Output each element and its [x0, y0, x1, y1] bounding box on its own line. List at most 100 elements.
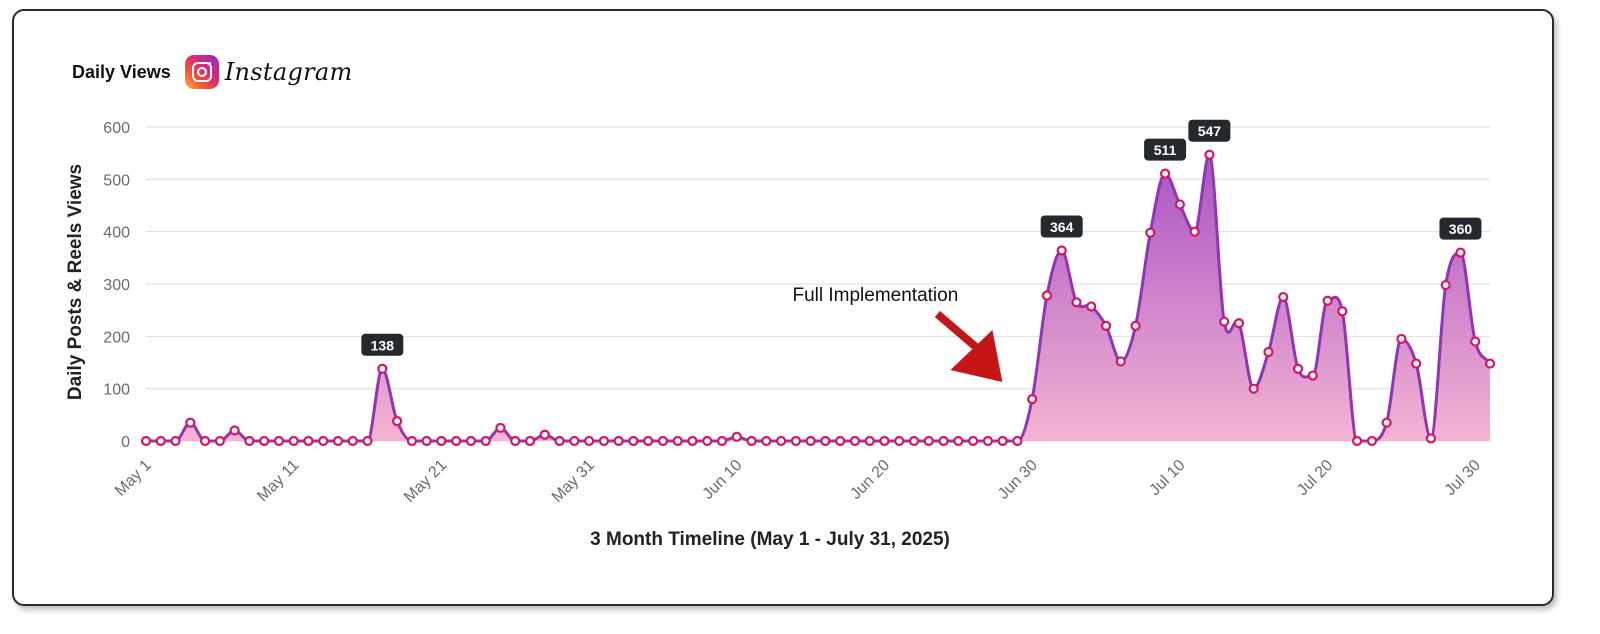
data-point: [524, 435, 536, 447]
data-point: [1440, 279, 1451, 291]
x-tick-label: Jul 20: [1294, 457, 1336, 499]
data-point: [613, 435, 624, 447]
data-point: [1470, 336, 1481, 347]
data-point: [1411, 358, 1422, 369]
data-point: [288, 435, 299, 447]
data-point: [1425, 433, 1437, 444]
x-tick-label: Jul 30: [1442, 457, 1484, 499]
data-point: [347, 435, 358, 447]
data-point: [273, 435, 285, 447]
y-axis-title: Daily Posts & Reels Views: [65, 164, 86, 400]
x-axis-title: 3 Month Timeline (May 1 - July 31, 2025): [590, 529, 950, 550]
data-point: [391, 416, 403, 427]
data-point: [1027, 394, 1038, 405]
data-point: [1484, 358, 1496, 369]
data-point: [908, 435, 920, 447]
y-tick-label: 600: [103, 120, 130, 137]
data-point: [716, 435, 728, 447]
data-point: [746, 435, 757, 447]
implementation-arrow-head: [950, 330, 1003, 382]
y-tick-label: 0: [121, 434, 130, 451]
data-point: [480, 435, 491, 447]
data-point: [1248, 383, 1259, 394]
views-area-fill: [146, 154, 1490, 441]
instagram-icon: [184, 55, 219, 89]
data-point: [1130, 320, 1141, 331]
data-point: [199, 435, 211, 447]
callout-box: [1188, 119, 1231, 142]
data-point: [687, 435, 698, 447]
data-point: [421, 435, 432, 447]
data-point: [244, 435, 255, 447]
data-point: [583, 435, 595, 447]
data-point: [835, 435, 846, 447]
data-point: [731, 431, 742, 442]
data-point: [598, 435, 609, 447]
full-implementation-label: Full Implementation: [792, 285, 958, 306]
data-point: [155, 435, 166, 447]
data-point: [1366, 435, 1377, 447]
data-point: [140, 435, 152, 447]
data-point: [849, 435, 861, 447]
data-point: [997, 435, 1008, 447]
data-point: [805, 435, 816, 447]
data-point: [672, 435, 683, 447]
data-point: [1381, 417, 1392, 428]
y-tick-label: 100: [103, 382, 130, 399]
data-point: [967, 435, 979, 447]
data-point: [1071, 297, 1082, 308]
data-point: [628, 435, 639, 447]
callout-label: 511: [1154, 142, 1177, 158]
data-point: [377, 363, 388, 374]
data-point: [1174, 199, 1185, 210]
chart-header: Daily Views Instagram: [72, 52, 353, 92]
data-point: [923, 435, 934, 447]
data-point: [1189, 226, 1200, 237]
data-point: [657, 435, 669, 447]
data-point: [465, 435, 477, 447]
y-tick-label: 400: [103, 225, 130, 242]
callout-box: [361, 333, 404, 356]
x-tick-label: Jun 10: [700, 457, 746, 503]
value-callout: 511: [1144, 138, 1187, 161]
y-tick-label: 500: [103, 172, 130, 189]
callout-box: [1040, 215, 1083, 238]
data-point: [1204, 149, 1215, 160]
callout-label: 138: [371, 337, 395, 353]
data-point: [510, 435, 521, 447]
data-point: [1219, 316, 1230, 327]
x-tick-label: Jun 20: [847, 457, 893, 503]
callout-box: [1439, 217, 1482, 240]
data-point: [864, 435, 875, 447]
data-point: [982, 435, 993, 447]
data-point: [938, 435, 949, 447]
y-tick-label: 300: [103, 277, 130, 294]
data-point: [451, 435, 462, 447]
data-point: [539, 429, 550, 440]
data-point: [879, 435, 890, 447]
callout-label: 360: [1449, 221, 1473, 237]
data-point: [1086, 301, 1097, 312]
callout-label: 364: [1050, 219, 1074, 235]
data-point: [406, 435, 417, 447]
data-point: [214, 435, 225, 447]
data-point: [1012, 435, 1023, 447]
data-point: [1263, 346, 1274, 358]
data-point: [702, 435, 713, 447]
x-tick-label: Jun 30: [995, 457, 1041, 503]
x-tick-label: May 11: [254, 457, 302, 505]
data-point: [1351, 435, 1363, 447]
value-callout: 138: [361, 333, 404, 356]
data-point: [1115, 356, 1126, 367]
data-point: [495, 422, 506, 434]
value-callout: 364: [1040, 215, 1083, 238]
data-point: [1292, 363, 1304, 374]
x-tick-label: Jul 10: [1146, 457, 1188, 499]
value-callout: 547: [1188, 119, 1231, 142]
data-point: [1322, 295, 1333, 306]
chart-title: Daily Views: [72, 61, 171, 82]
data-point: [790, 435, 801, 447]
x-tick-label: May 1: [112, 457, 155, 500]
callout-label: 547: [1198, 123, 1222, 139]
x-tick-label: May 21: [401, 457, 450, 506]
